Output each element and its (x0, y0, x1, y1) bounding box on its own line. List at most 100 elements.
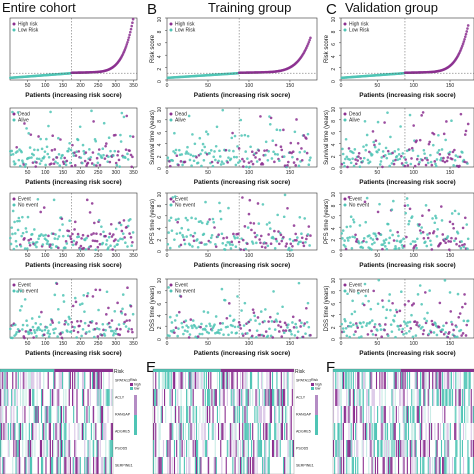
data-point (372, 289, 376, 293)
data-point (288, 237, 292, 241)
heatmap-cell (14, 423, 16, 440)
heatmap-cell (58, 389, 60, 406)
heatmap-cell (84, 406, 86, 423)
heatmap-cell (277, 423, 279, 440)
heatmap-cell (394, 423, 396, 440)
data-point (298, 216, 302, 219)
plot-frame (340, 192, 474, 251)
data-point (218, 331, 221, 335)
data-point (435, 235, 439, 238)
heatmap-cell (88, 406, 90, 423)
data-point (193, 142, 197, 146)
heatmap-cell (268, 389, 270, 406)
data-point (206, 311, 210, 314)
heatmap-cell (44, 440, 46, 457)
heatmap-cell (405, 423, 407, 440)
heatmap-cell (423, 389, 425, 406)
data-point (454, 154, 458, 157)
data-point (97, 327, 101, 331)
data-point (463, 243, 466, 246)
data-point (126, 245, 129, 248)
data-point (391, 151, 394, 155)
heatmap-cell (89, 389, 91, 406)
data-point (114, 227, 118, 231)
data-point (263, 319, 266, 323)
data-point (403, 204, 407, 208)
data-point (248, 198, 252, 202)
data-point (213, 150, 216, 153)
data-point (253, 314, 256, 318)
data-point (23, 122, 26, 125)
data-point (35, 161, 38, 164)
heatmap-cell (58, 457, 60, 474)
heatmap-cell (25, 372, 27, 389)
data-point (241, 334, 245, 337)
data-point (53, 237, 57, 240)
heatmap-cell (65, 389, 67, 406)
heatmap-cell (348, 406, 350, 423)
heatmap-cell (246, 457, 248, 474)
legend-marker (343, 289, 347, 293)
heatmap-cell (412, 423, 414, 440)
heatmap-cell (271, 372, 274, 389)
data-point (19, 289, 23, 293)
heatmap-cell (193, 423, 195, 440)
data-point (233, 134, 237, 138)
heatmap-cell (53, 372, 55, 389)
data-point (54, 233, 57, 236)
heatmap-cell (394, 457, 396, 474)
data-point (290, 248, 293, 252)
data-point (433, 160, 437, 163)
heatmap-cell (192, 440, 194, 457)
heatmap-cell (335, 372, 337, 389)
heatmap-cell (53, 389, 55, 406)
data-point (284, 244, 288, 248)
heatmap-cell (77, 457, 79, 474)
heatmap-cell (59, 457, 61, 474)
data-point (203, 145, 206, 149)
column-title-entire: Entire cohort (2, 0, 76, 15)
data-point (436, 227, 439, 231)
heatmap-cell (57, 389, 59, 406)
heatmap-cell (423, 372, 425, 389)
data-point (174, 218, 178, 221)
data-point (192, 239, 196, 243)
heatmap-cell (436, 372, 438, 389)
data-point (235, 331, 238, 335)
heatmap-cell (159, 457, 161, 474)
data-point (71, 325, 74, 329)
data-point (102, 121, 106, 125)
data-point (446, 335, 450, 339)
data-point (256, 202, 260, 205)
data-point (275, 128, 279, 132)
heatmap-cell (349, 440, 351, 457)
heatmap-cell (371, 389, 373, 406)
data-point (204, 328, 207, 332)
x-tick-label: 350 (129, 253, 138, 259)
data-point (178, 148, 181, 152)
data-point (84, 248, 88, 251)
heatmap-cell (444, 389, 446, 406)
data-point (425, 244, 429, 248)
heatmap-cell (178, 423, 180, 440)
data-point (168, 246, 172, 250)
heatmap-cell (25, 423, 27, 440)
heatmap-cell (56, 389, 58, 406)
data-point (232, 149, 235, 153)
heatmap-cell (77, 372, 79, 389)
data-point (368, 320, 372, 324)
data-point (458, 155, 462, 159)
data-point (123, 236, 126, 239)
heatmap-cell (187, 406, 189, 423)
data-point (246, 157, 249, 160)
heatmap-cell (364, 372, 367, 389)
legend-label: Event (175, 283, 188, 289)
heatmap-cell (352, 423, 354, 440)
data-point (94, 288, 98, 292)
data-point (69, 235, 72, 238)
heatmap-cell (404, 372, 406, 389)
data-point (226, 161, 229, 164)
data-point (107, 321, 111, 325)
heatmap-cell (214, 457, 216, 474)
data-point (67, 229, 71, 233)
